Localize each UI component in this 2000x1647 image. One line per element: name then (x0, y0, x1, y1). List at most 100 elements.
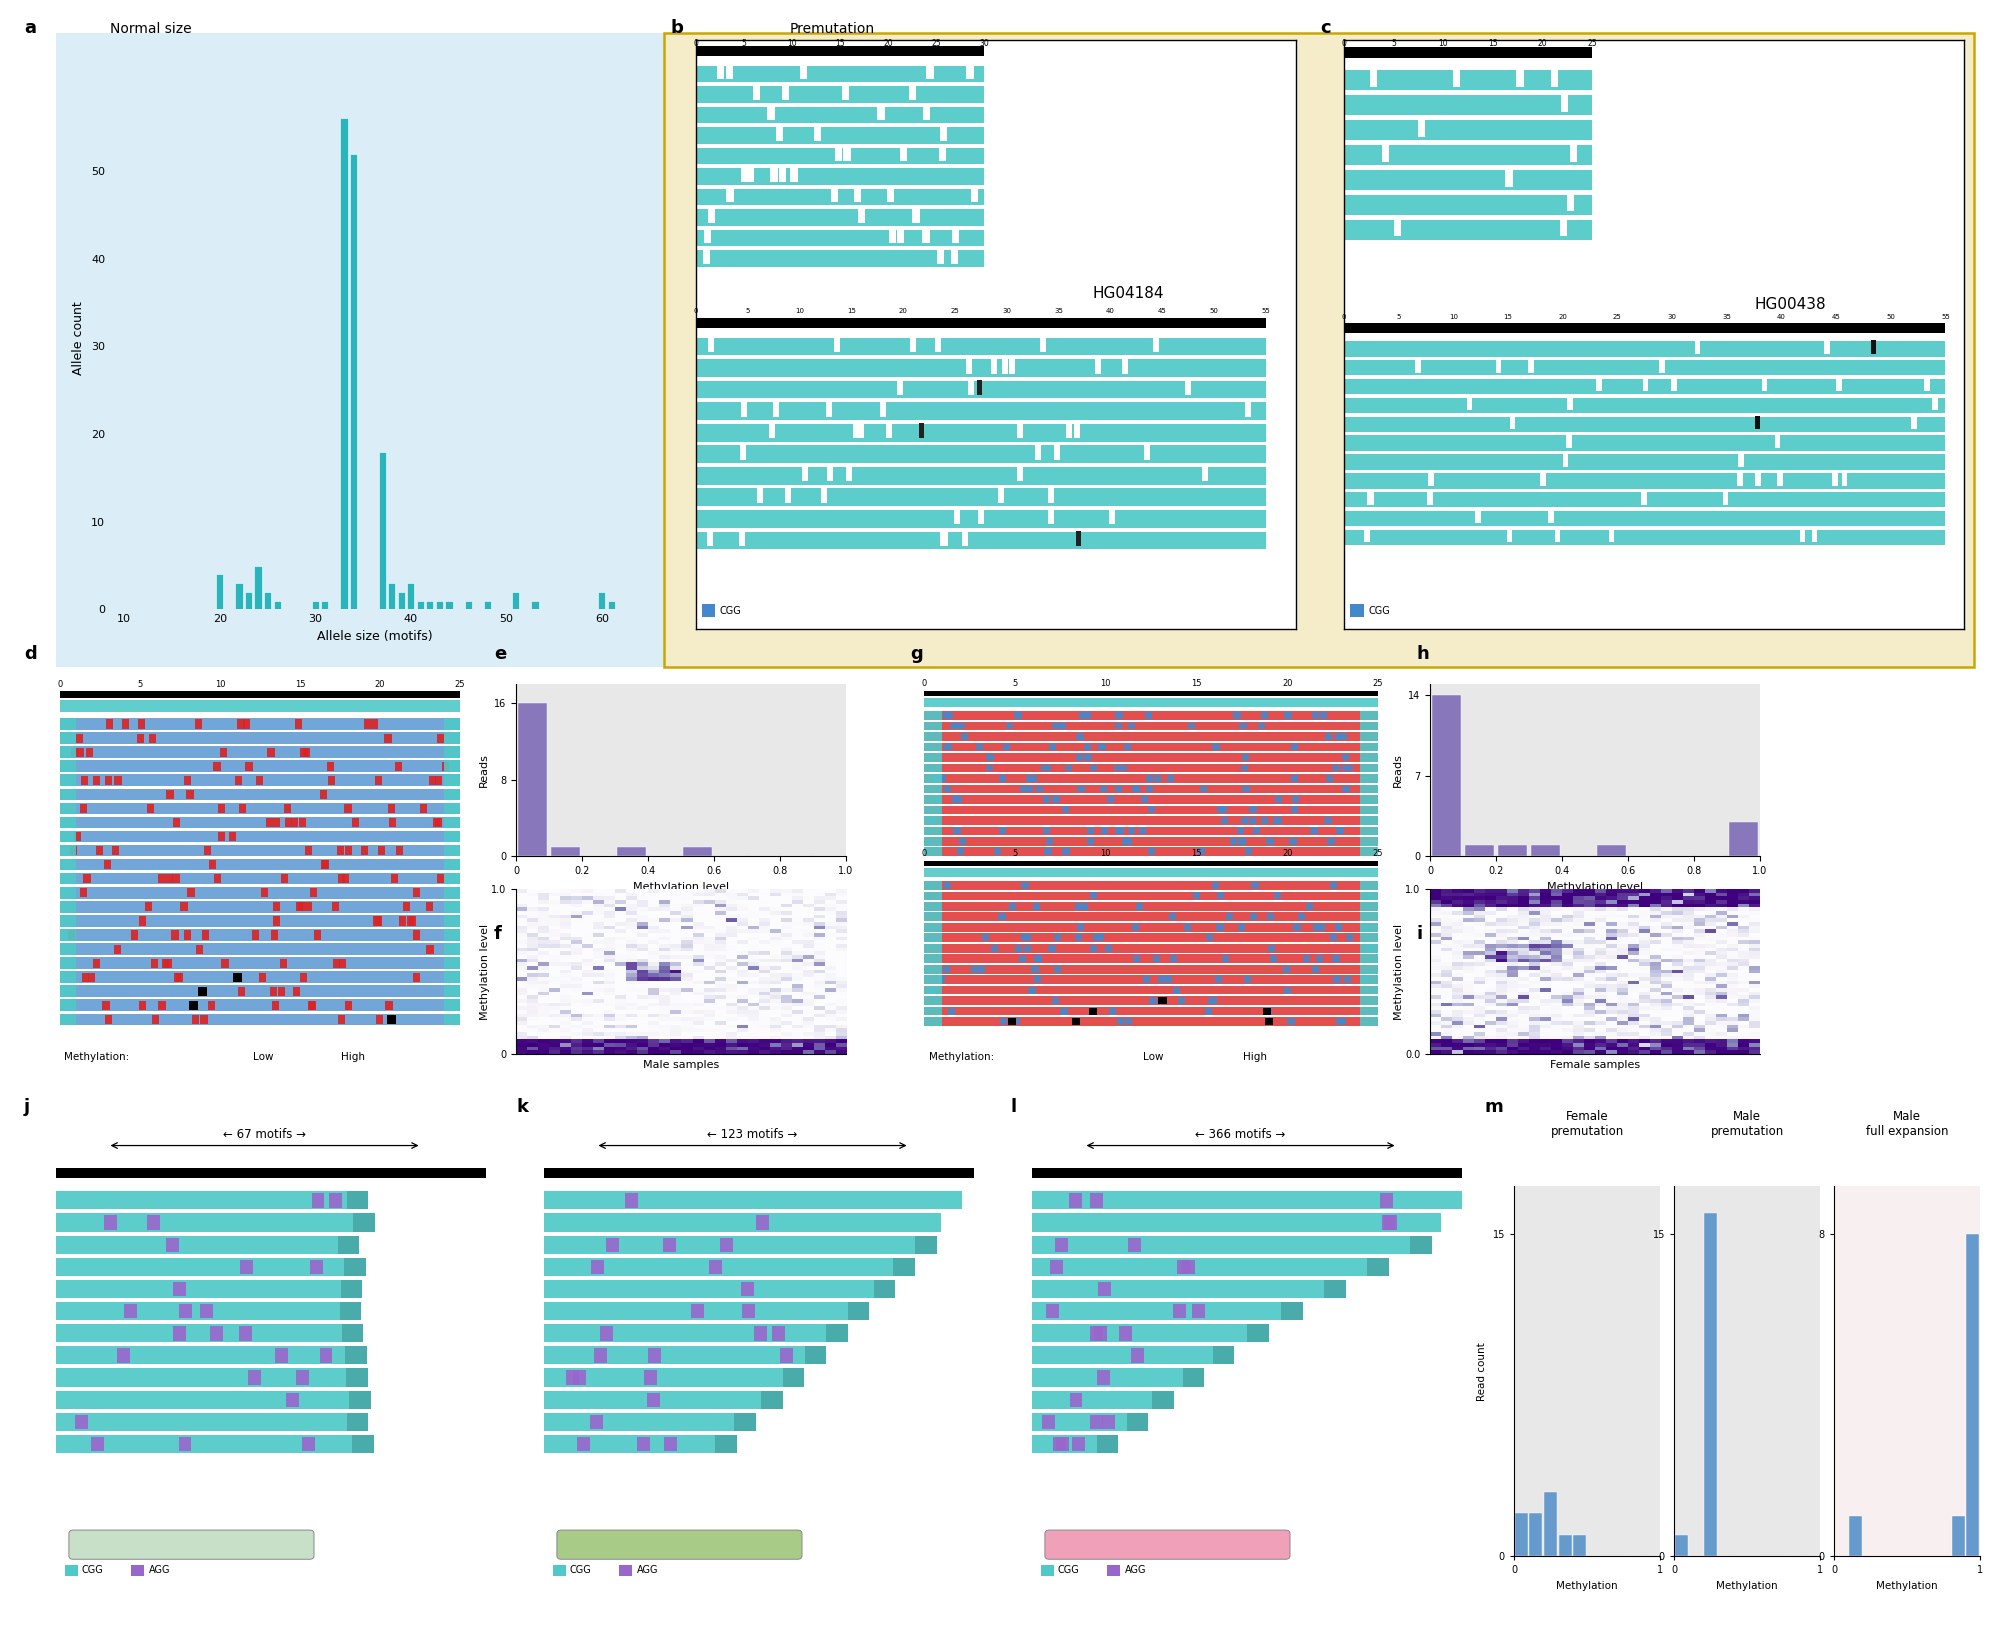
Bar (1216, 893, 1224, 899)
Bar (152, 1015, 158, 1024)
Bar (122, 720, 130, 728)
Bar (164, 959, 172, 968)
Bar (1036, 786, 1044, 792)
Bar (1674, 1535, 1688, 1556)
Bar (566, 1370, 580, 1385)
Bar (1096, 934, 1104, 940)
Bar (174, 973, 182, 982)
Bar (924, 848, 1378, 856)
Text: 15: 15 (294, 680, 306, 688)
Text: 10: 10 (214, 680, 226, 688)
Bar (1344, 511, 1946, 527)
Bar (442, 761, 448, 771)
Bar (716, 1435, 736, 1453)
Bar (972, 965, 978, 973)
Bar (930, 987, 936, 993)
Bar (414, 973, 420, 982)
Bar (262, 888, 268, 898)
Text: 5: 5 (1012, 679, 1018, 688)
Bar (56, 1324, 342, 1342)
Bar (1366, 945, 1372, 952)
Bar (608, 601, 614, 609)
Text: 40: 40 (1776, 313, 1786, 320)
Text: ← 67 motifs →: ← 67 motifs → (224, 1128, 306, 1141)
Bar (138, 733, 144, 743)
Bar (954, 509, 960, 524)
Bar (1238, 838, 1246, 845)
Text: 25: 25 (1372, 679, 1384, 688)
Bar (56, 1369, 346, 1387)
Bar (1642, 379, 1648, 392)
Bar (696, 338, 1266, 356)
Bar (214, 761, 220, 771)
Bar (924, 733, 1378, 741)
Bar (1062, 807, 1068, 814)
Text: CGG: CGG (82, 1565, 104, 1575)
Bar (1132, 1349, 1144, 1362)
Bar (512, 591, 520, 609)
Bar (544, 1191, 962, 1209)
Bar (1290, 838, 1296, 845)
Bar (1128, 723, 1134, 730)
Bar (900, 147, 906, 161)
Bar (1212, 883, 1218, 889)
Bar (1138, 827, 1146, 835)
Bar (726, 188, 734, 203)
Bar (332, 903, 340, 911)
Text: c: c (1320, 18, 1330, 36)
Bar (1380, 1194, 1394, 1207)
Bar (1344, 492, 1946, 507)
Bar (598, 591, 606, 609)
Bar (408, 916, 416, 926)
Text: Male full expansion: Male full expansion (1114, 1540, 1222, 1550)
Bar (1034, 955, 1042, 962)
Bar (1008, 1018, 1016, 1024)
Bar (1096, 1435, 1118, 1453)
Bar (218, 832, 226, 842)
Bar (1114, 827, 1122, 835)
Bar (1072, 1018, 1080, 1024)
Bar (1074, 903, 1082, 909)
Text: HG00438: HG00438 (1754, 298, 1826, 313)
Text: 30: 30 (980, 40, 988, 48)
Bar (944, 883, 952, 889)
Bar (1212, 1346, 1234, 1364)
Bar (1032, 1168, 1462, 1179)
Bar (1360, 764, 1378, 772)
Text: 0: 0 (1342, 40, 1346, 48)
Bar (1284, 987, 1292, 993)
Bar (184, 776, 190, 786)
Bar (444, 985, 460, 996)
Bar (1240, 817, 1248, 824)
Text: 55: 55 (1262, 308, 1270, 313)
Bar (1114, 723, 1122, 730)
Bar (1188, 723, 1194, 730)
Bar (344, 1258, 366, 1276)
Bar (200, 1304, 212, 1318)
Bar (1272, 817, 1280, 824)
Bar (1058, 723, 1064, 730)
Bar (1566, 194, 1574, 211)
Bar (1054, 965, 1062, 973)
Bar (1340, 733, 1346, 740)
Bar (174, 1281, 186, 1296)
Bar (204, 847, 212, 855)
Bar (682, 847, 712, 856)
Bar (924, 903, 942, 911)
Bar (1382, 1215, 1396, 1230)
Bar (826, 466, 832, 481)
Bar (710, 1260, 722, 1275)
Bar (924, 944, 942, 952)
Text: 5: 5 (138, 680, 142, 688)
Text: k: k (516, 1097, 528, 1115)
Bar (578, 1436, 590, 1451)
Bar (720, 1237, 732, 1252)
X-axis label: Methylation level: Methylation level (632, 881, 730, 891)
Bar (696, 168, 984, 184)
Bar (56, 1303, 340, 1321)
Bar (1336, 1018, 1342, 1024)
Bar (1230, 838, 1238, 845)
Bar (924, 903, 1378, 911)
Bar (308, 1001, 316, 1010)
Text: Methylation:: Methylation: (64, 1052, 130, 1062)
